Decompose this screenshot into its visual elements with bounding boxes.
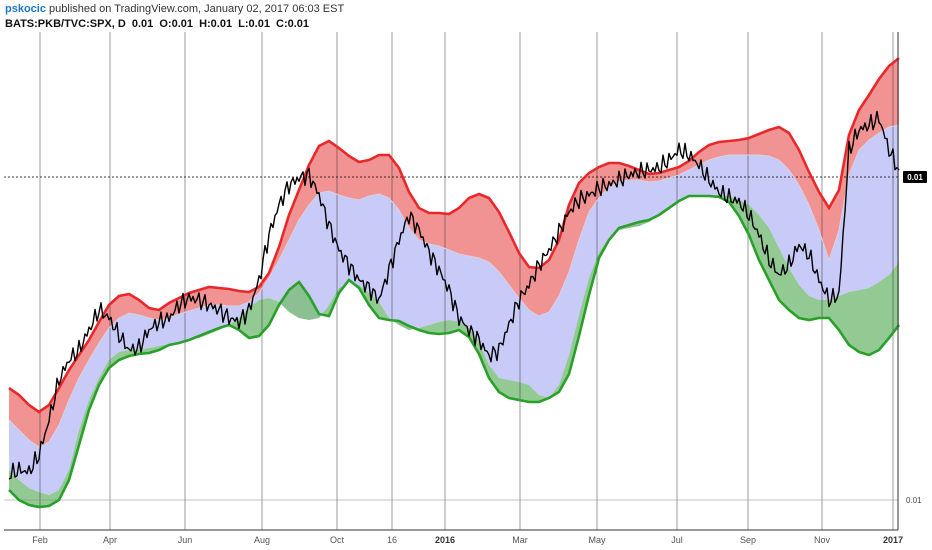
lower-band-line [8, 194, 901, 509]
author-name[interactable]: pskocic [5, 3, 46, 15]
middle-band-line [8, 124, 900, 448]
mid-band-fill [9, 125, 899, 495]
symbol-name: BATS:PKB/TVC:SPX, D [5, 18, 126, 30]
x-tick-label: Oct [330, 535, 345, 545]
published-text: published on TradingView.com, January 02… [49, 3, 345, 15]
x-tick-label: Nov [814, 535, 831, 545]
x-tick-label: Jul [671, 535, 683, 545]
symbol-legend: BATS:PKB/TVC:SPX, D 0.01 O:0.01 H:0.01 L… [5, 17, 312, 31]
grid-layer [4, 32, 898, 530]
symbol-value: 0.01 [131, 18, 154, 30]
bands-layer [9, 58, 899, 507]
x-tick-label: 16 [387, 535, 397, 545]
ohlc-high: H:0.01 [199, 18, 233, 30]
x-tick-label: May [588, 535, 606, 545]
lines-layer [8, 56, 901, 509]
x-tick-label: Jun [178, 535, 193, 545]
x-tick-label: Sep [740, 535, 756, 545]
ohlc-open: O:0.01 [159, 18, 193, 30]
y-tick-label: 0.01 [906, 496, 922, 505]
x-tick-label: Mar [512, 535, 528, 545]
price-line [8, 110, 900, 480]
axes-layer: Feb Apr Jun Aug Oct 16 2016 Mar May Jul Sep Nov 2017… [4, 32, 927, 545]
upper-band-line [8, 56, 900, 414]
publisher-header: pskocic published on TradingView.com, Ja… [5, 2, 344, 16]
last-value-tag [903, 171, 927, 183]
x-tick-label: Feb [32, 535, 48, 545]
ohlc-low: L:0.01 [238, 18, 270, 30]
ohlc-close: C:0.01 [276, 18, 310, 30]
x-tick-label: 2016 [435, 535, 455, 545]
x-tick-label: Aug [254, 535, 270, 545]
x-tick-label: Apr [103, 535, 117, 545]
x-tick-label: 2017 [883, 535, 903, 545]
last-value-label: 0.01 [907, 173, 923, 182]
